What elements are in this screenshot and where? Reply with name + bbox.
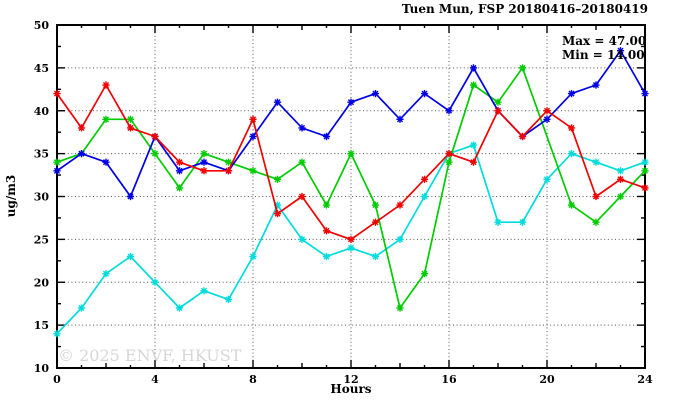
watermark: © 2025 ENVF, HKUST (58, 346, 242, 365)
data-series (53, 47, 649, 338)
y-tick-label: 25 (34, 233, 49, 246)
y-axis-label: ug/m3 (4, 175, 18, 218)
x-tick-label: 16 (441, 373, 457, 386)
y-tick-label: 50 (34, 19, 50, 32)
y-tick-label: 10 (34, 362, 50, 375)
series-red (53, 81, 649, 243)
max-annotation: Max = 47.00 (562, 34, 646, 48)
series-markers-red (53, 81, 649, 243)
y-tick-label: 30 (34, 191, 50, 204)
x-tick-label: 8 (249, 373, 257, 386)
x-axis-label: Hours (330, 382, 371, 396)
y-tick-label: 15 (34, 319, 49, 332)
x-tick-label: 0 (53, 373, 61, 386)
y-tick-label: 20 (34, 276, 50, 289)
y-tick-label: 35 (34, 148, 49, 161)
series-markers-green (53, 64, 649, 312)
plot-border (56, 24, 646, 369)
chart-title: Tuen Mun, FSP 20180416–20180419 (402, 2, 648, 16)
grid-lines (57, 25, 645, 368)
min-annotation: Min = 14.00 (562, 48, 645, 62)
y-tick-label: 45 (34, 62, 49, 75)
y-tick-label: 40 (34, 105, 50, 118)
x-tick-label: 20 (539, 373, 555, 386)
x-tick-label: 4 (151, 373, 159, 386)
x-tick-label: 24 (637, 373, 653, 386)
x-tick-label: 12 (343, 373, 358, 386)
axes: 10 15 20 25 30 35 40 45 50 0 4 8 12 16 20 24 (34, 19, 653, 386)
